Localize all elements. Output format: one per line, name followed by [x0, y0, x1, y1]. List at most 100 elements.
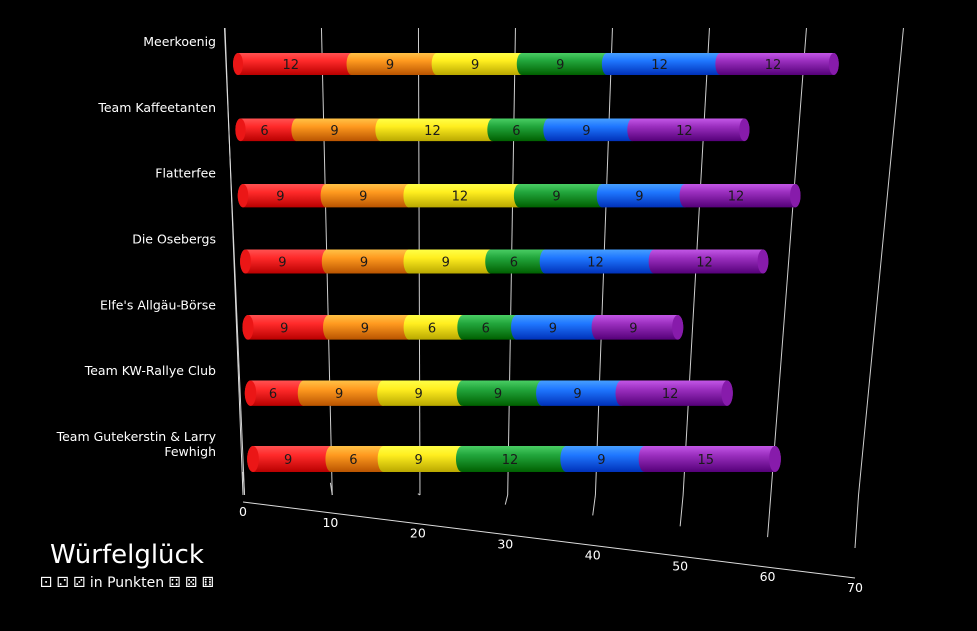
- bar-cap-start: [247, 446, 259, 472]
- bar-segment: [346, 53, 442, 75]
- bar-segment: [511, 315, 603, 340]
- y-axis-line: [224, 27, 244, 496]
- floor-gridline: [242, 471, 246, 496]
- bar-segment: [539, 249, 660, 274]
- data-label: 6: [512, 124, 520, 139]
- bar-segment: [638, 446, 781, 472]
- chart-title: Würfelglück: [50, 540, 204, 570]
- floor-gridline: [417, 493, 421, 496]
- bar-segment: [377, 446, 468, 472]
- bar-segment: [403, 249, 497, 274]
- category-label: Team Gutekerstin & Larry: [56, 429, 217, 444]
- bar-segment: [320, 183, 414, 208]
- bar-segment: [237, 183, 332, 208]
- bar-segment: [601, 53, 726, 75]
- bar-segment: [375, 118, 498, 142]
- x-tick-label: 50: [672, 558, 688, 573]
- bar-segment: [240, 249, 333, 274]
- x-tick-label: 30: [497, 537, 513, 552]
- data-label: 9: [573, 387, 581, 402]
- data-label: 9: [330, 124, 338, 139]
- data-label: 9: [361, 321, 369, 336]
- data-label: 6: [349, 453, 357, 468]
- floor-gridline: [854, 494, 860, 549]
- gridline: [858, 27, 904, 496]
- bar-segment: [615, 380, 733, 406]
- data-label: 9: [280, 321, 288, 336]
- bar-segment: [244, 380, 310, 406]
- category-label: Die Osebergs: [132, 232, 216, 247]
- data-label: 9: [582, 124, 590, 139]
- bar-cap-end: [739, 118, 750, 142]
- bar-segment: [233, 53, 357, 75]
- bar-segment: [457, 315, 523, 340]
- bar-segment: [648, 249, 769, 274]
- bar-segment: [591, 315, 684, 340]
- bar-segment: [487, 118, 554, 142]
- data-label: 9: [278, 256, 286, 271]
- category-label: Meerkoenig: [143, 34, 216, 49]
- bar-segment: [455, 446, 573, 472]
- data-label: 6: [428, 321, 436, 336]
- data-label: 6: [482, 321, 490, 336]
- bar-segment: [485, 249, 551, 274]
- bar-segment: [543, 118, 638, 142]
- floor-gridline: [767, 494, 772, 538]
- data-label: 12: [502, 453, 519, 468]
- data-label: 9: [629, 321, 637, 336]
- bar-cap-end: [672, 315, 684, 340]
- bar-segment: [431, 53, 527, 75]
- data-label: 12: [651, 58, 668, 73]
- bar-segment: [403, 183, 525, 208]
- bar-segment: [679, 183, 801, 208]
- bar-cap-end: [769, 446, 781, 472]
- data-label: 12: [282, 58, 299, 73]
- bar-segment: [516, 53, 612, 75]
- data-label: 12: [765, 58, 782, 73]
- bar-segment: [323, 315, 415, 340]
- chart-subtitle: ⚀ ⚁ ⚂ in Punkten ⚃ ⚄ ⚅: [40, 575, 214, 591]
- data-label: 9: [414, 387, 422, 402]
- category-label: Fewhigh: [164, 444, 216, 459]
- category-label: Team Kaffeetanten: [97, 100, 216, 115]
- x-tick-label: 20: [410, 526, 426, 541]
- bar-segment: [325, 446, 390, 472]
- bar-cap-start: [235, 118, 246, 142]
- category-label: Elfe's Allgäu-Börse: [100, 297, 216, 312]
- bar-cap-end: [790, 184, 801, 208]
- data-label: 12: [452, 190, 469, 205]
- data-label: 9: [556, 58, 564, 73]
- data-label: 9: [471, 58, 479, 73]
- x-axis-line: [242, 501, 856, 579]
- bar-segment: [596, 183, 691, 208]
- data-label: 12: [662, 387, 679, 402]
- data-label: 6: [260, 124, 268, 139]
- bar-cap-start: [233, 53, 243, 75]
- category-label: Team KW-Rallye Club: [84, 363, 216, 378]
- data-label: 9: [359, 190, 367, 205]
- bar-segment: [247, 446, 338, 472]
- x-tick-label: 70: [847, 580, 863, 595]
- data-label: 9: [494, 387, 502, 402]
- bar-cap-start: [244, 380, 257, 406]
- bar-segment: [456, 380, 548, 406]
- bar-segment: [715, 53, 839, 75]
- bar-segment: [513, 183, 608, 208]
- bar-cap-end: [828, 53, 839, 75]
- labels-layer: 0 10 20 30 40 50 60 70 Meerkoenig Team Kaffeetant…: [56, 34, 863, 595]
- bar-cap-start: [237, 184, 249, 208]
- data-label: 12: [728, 190, 745, 205]
- floor-gridline: [679, 494, 684, 527]
- data-label: 12: [696, 256, 713, 271]
- bar-segment: [627, 118, 750, 142]
- data-label: 9: [552, 190, 560, 205]
- floor-gridline: [592, 494, 596, 516]
- data-label: 9: [549, 321, 557, 336]
- data-label: 15: [697, 453, 714, 468]
- data-label: 9: [635, 190, 643, 205]
- data-label: 6: [269, 387, 277, 402]
- data-label: 9: [597, 453, 605, 468]
- bar-segment: [321, 249, 415, 274]
- bar-segment: [297, 380, 389, 406]
- data-label: 12: [587, 256, 604, 271]
